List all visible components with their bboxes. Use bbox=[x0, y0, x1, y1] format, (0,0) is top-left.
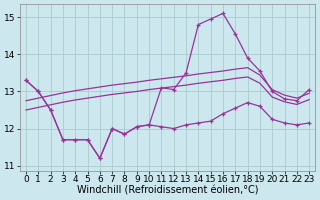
X-axis label: Windchill (Refroidissement éolien,°C): Windchill (Refroidissement éolien,°C) bbox=[77, 186, 258, 196]
